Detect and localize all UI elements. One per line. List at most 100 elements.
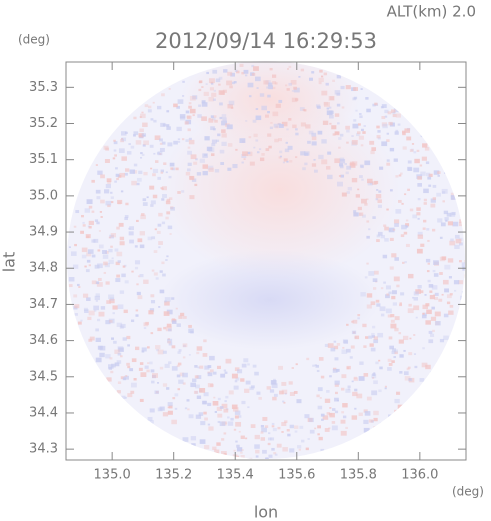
speckle	[171, 345, 176, 349]
speckle	[153, 152, 156, 155]
speckle	[407, 167, 413, 171]
speckle	[139, 362, 144, 365]
speckle	[202, 353, 208, 357]
speckle	[373, 339, 379, 344]
speckle	[393, 108, 399, 113]
speckle	[389, 266, 394, 270]
speckle	[268, 454, 273, 458]
y-tick-label: 35.3	[29, 80, 58, 95]
speckle	[373, 417, 378, 422]
speckle	[289, 160, 293, 163]
speckle	[159, 289, 165, 294]
speckle	[125, 131, 128, 134]
speckle	[372, 376, 375, 379]
speckle	[204, 417, 208, 421]
speckle	[402, 132, 406, 136]
speckle	[328, 96, 335, 101]
speckle	[311, 136, 317, 141]
speckle	[146, 196, 149, 199]
speckle	[346, 365, 351, 370]
speckle	[293, 87, 300, 93]
speckle	[187, 162, 192, 166]
speckle	[247, 363, 250, 366]
speckle	[201, 86, 204, 88]
speckle	[187, 128, 191, 132]
plot-frame	[65, 61, 467, 461]
speckle	[248, 95, 252, 98]
speckle	[241, 449, 244, 452]
speckle	[166, 323, 172, 328]
speckle	[262, 449, 267, 454]
speckle	[340, 419, 346, 424]
speckle	[269, 67, 273, 71]
speckle	[112, 305, 118, 310]
speckle	[395, 113, 401, 118]
speckle	[421, 362, 428, 368]
speckle	[334, 410, 339, 414]
speckle	[366, 262, 369, 265]
speckle	[131, 358, 137, 363]
speckle	[346, 165, 352, 170]
speckle	[243, 158, 246, 160]
speckle	[167, 402, 173, 407]
speckle	[423, 198, 427, 202]
speckle	[241, 400, 246, 405]
speckle	[151, 269, 155, 272]
y-axis-label: lat	[0, 252, 19, 273]
speckle	[363, 419, 369, 425]
speckle	[450, 238, 454, 242]
speckle	[87, 225, 90, 228]
speckle	[377, 199, 382, 203]
speckle	[194, 183, 198, 187]
speckle	[194, 391, 199, 394]
speckle	[420, 171, 426, 176]
speckle	[315, 364, 319, 368]
speckle	[357, 206, 362, 211]
speckle	[366, 304, 372, 309]
speckle	[133, 134, 136, 137]
speckle	[152, 194, 158, 199]
speckle	[99, 352, 105, 358]
speckle	[153, 119, 157, 123]
speckle	[160, 122, 166, 127]
speckle	[318, 357, 324, 361]
speckle	[338, 146, 341, 149]
speckle	[357, 317, 360, 320]
speckle	[159, 138, 163, 142]
speckle	[375, 299, 380, 303]
speckle	[404, 261, 407, 264]
speckle	[179, 372, 185, 377]
speckle	[231, 404, 238, 410]
speckle	[379, 306, 386, 312]
speckle	[278, 138, 282, 142]
speckle	[141, 347, 147, 352]
speckle	[394, 131, 399, 135]
speckle	[166, 387, 170, 390]
speckle	[124, 375, 129, 380]
speckle	[345, 426, 348, 430]
speckle	[118, 347, 124, 352]
speckle	[268, 145, 272, 149]
speckle	[144, 365, 149, 369]
speckle	[107, 181, 111, 185]
speckle	[334, 90, 341, 95]
speckle	[197, 366, 200, 369]
speckle	[437, 218, 443, 223]
speckle	[211, 117, 216, 121]
speckle	[128, 231, 134, 236]
speckle	[384, 115, 388, 118]
speckle	[432, 184, 437, 188]
speckle	[393, 276, 400, 282]
speckle	[189, 176, 195, 181]
speckle	[81, 247, 88, 253]
speckle	[120, 323, 126, 328]
speckle	[245, 380, 251, 385]
speckle	[166, 198, 171, 202]
speckle	[147, 362, 150, 365]
speckle	[100, 199, 105, 204]
speckle	[430, 371, 435, 375]
speckle	[297, 445, 302, 449]
speckle	[109, 357, 113, 360]
speckle	[251, 64, 255, 68]
speckle	[293, 86, 297, 90]
